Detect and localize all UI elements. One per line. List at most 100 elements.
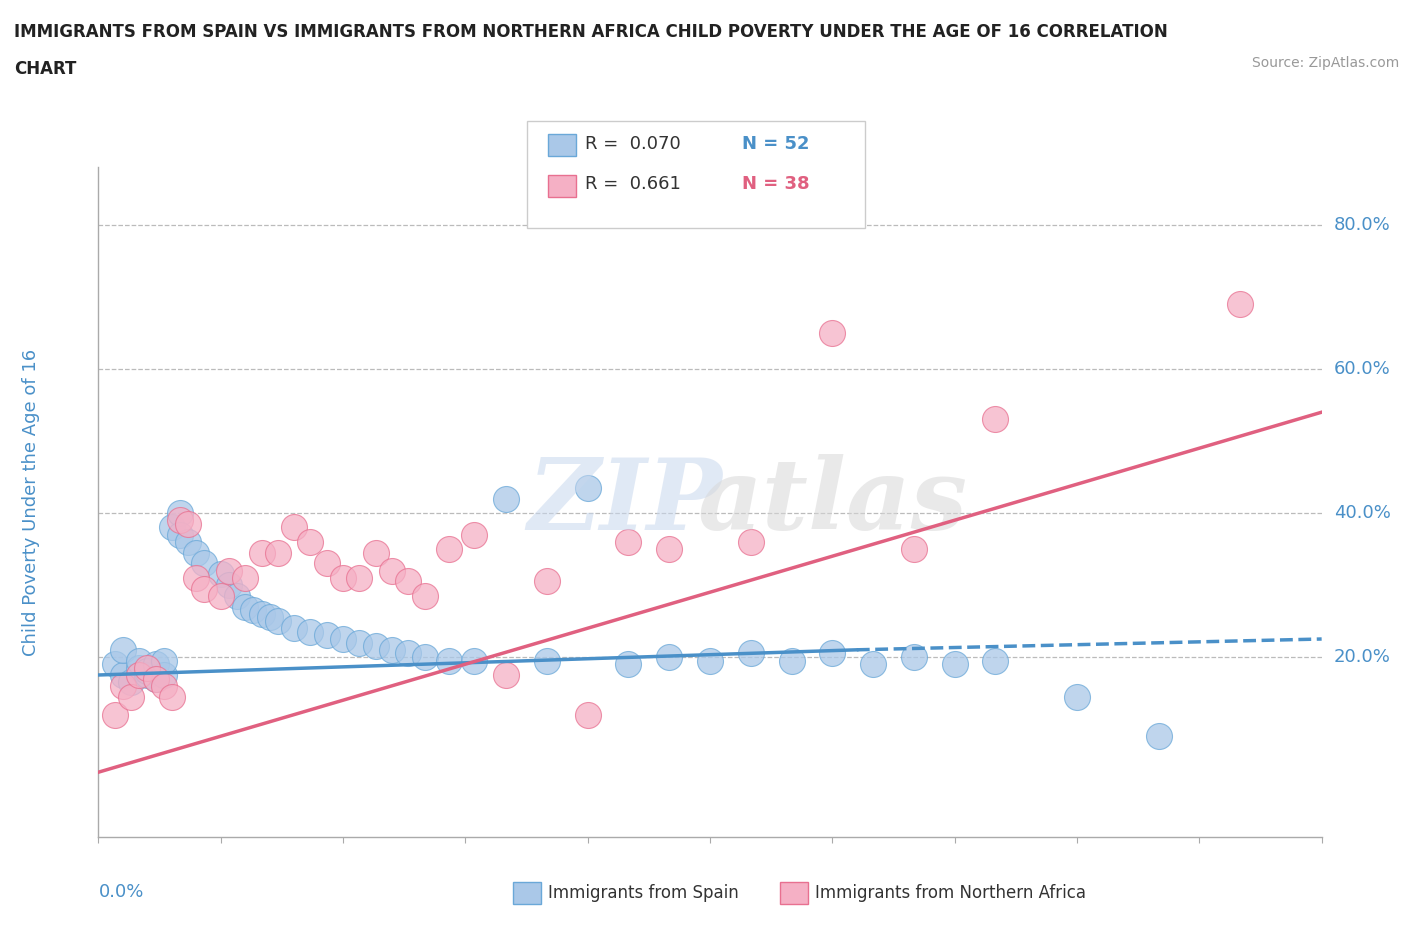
Point xyxy=(136,664,159,679)
Text: Source: ZipAtlas.com: Source: ZipAtlas.com xyxy=(1251,56,1399,70)
Point xyxy=(111,643,134,658)
Point xyxy=(536,653,558,668)
Point xyxy=(364,545,387,560)
Point xyxy=(226,589,249,604)
Text: 60.0%: 60.0% xyxy=(1334,360,1391,378)
Point xyxy=(177,516,200,531)
Point xyxy=(576,481,599,496)
Text: N = 52: N = 52 xyxy=(742,135,810,153)
Point xyxy=(1229,297,1251,312)
Text: Immigrants from Spain: Immigrants from Spain xyxy=(548,884,740,902)
Point xyxy=(128,668,150,683)
Point xyxy=(267,545,290,560)
Point xyxy=(349,635,371,650)
Point xyxy=(396,646,419,661)
Point xyxy=(780,653,803,668)
Point xyxy=(209,566,232,581)
Point xyxy=(259,610,281,625)
Point xyxy=(193,556,215,571)
Point xyxy=(136,668,159,683)
Point xyxy=(120,689,142,704)
Point xyxy=(160,689,183,704)
Point xyxy=(250,606,273,621)
Point xyxy=(233,570,256,585)
Point xyxy=(437,541,460,556)
Point xyxy=(186,570,208,585)
Point xyxy=(233,599,256,614)
Point xyxy=(381,643,404,658)
Point xyxy=(463,527,485,542)
Point xyxy=(283,620,305,635)
Point xyxy=(160,520,183,535)
Point xyxy=(145,671,167,686)
Point xyxy=(145,657,167,671)
Text: ZIP: ZIP xyxy=(527,454,721,551)
Text: N = 38: N = 38 xyxy=(742,175,810,193)
Point xyxy=(903,541,925,556)
Point xyxy=(169,512,191,527)
Point xyxy=(984,412,1007,427)
Point xyxy=(128,660,150,675)
Point xyxy=(104,707,127,722)
Point xyxy=(740,535,762,550)
Point xyxy=(821,646,844,661)
Point xyxy=(495,491,517,506)
Point xyxy=(862,657,884,671)
Point xyxy=(111,678,134,693)
Text: Immigrants from Northern Africa: Immigrants from Northern Africa xyxy=(815,884,1087,902)
Point xyxy=(332,570,354,585)
Point xyxy=(152,653,174,668)
Point xyxy=(145,671,167,686)
Point xyxy=(396,574,419,589)
Point xyxy=(169,527,191,542)
Point xyxy=(283,520,305,535)
Text: 0.0%: 0.0% xyxy=(98,883,143,900)
Point xyxy=(218,578,240,592)
Point xyxy=(111,668,134,683)
Point xyxy=(413,649,436,664)
Point xyxy=(943,657,966,671)
Point xyxy=(120,675,142,690)
Text: R =  0.070: R = 0.070 xyxy=(585,135,681,153)
Point xyxy=(332,631,354,646)
Point xyxy=(576,707,599,722)
Point xyxy=(299,535,322,550)
Point xyxy=(128,653,150,668)
Point xyxy=(463,653,485,668)
Point xyxy=(658,541,681,556)
Point xyxy=(740,646,762,661)
Point xyxy=(437,653,460,668)
Point xyxy=(193,581,215,596)
Point xyxy=(699,653,721,668)
Point xyxy=(186,545,208,560)
Text: IMMIGRANTS FROM SPAIN VS IMMIGRANTS FROM NORTHERN AFRICA CHILD POVERTY UNDER THE: IMMIGRANTS FROM SPAIN VS IMMIGRANTS FROM… xyxy=(14,23,1168,41)
Point xyxy=(218,564,240,578)
Text: 20.0%: 20.0% xyxy=(1334,648,1391,666)
Point xyxy=(136,660,159,675)
Point xyxy=(209,589,232,604)
Point xyxy=(617,657,640,671)
Point xyxy=(349,570,371,585)
Point xyxy=(821,326,844,340)
Point xyxy=(104,657,127,671)
Point xyxy=(152,678,174,693)
Point xyxy=(903,649,925,664)
Point xyxy=(152,668,174,683)
Text: Child Poverty Under the Age of 16: Child Poverty Under the Age of 16 xyxy=(22,349,41,656)
Point xyxy=(177,535,200,550)
Point xyxy=(267,614,290,629)
Text: 40.0%: 40.0% xyxy=(1334,504,1391,522)
Point xyxy=(250,545,273,560)
Point xyxy=(299,624,322,639)
Point xyxy=(381,564,404,578)
Point xyxy=(617,535,640,550)
Point xyxy=(658,649,681,664)
Point xyxy=(315,628,337,643)
Point xyxy=(242,603,264,618)
Point xyxy=(315,556,337,571)
Point xyxy=(495,668,517,683)
Point xyxy=(1066,689,1088,704)
Text: CHART: CHART xyxy=(14,60,76,78)
Text: R =  0.661: R = 0.661 xyxy=(585,175,681,193)
Point xyxy=(169,506,191,521)
